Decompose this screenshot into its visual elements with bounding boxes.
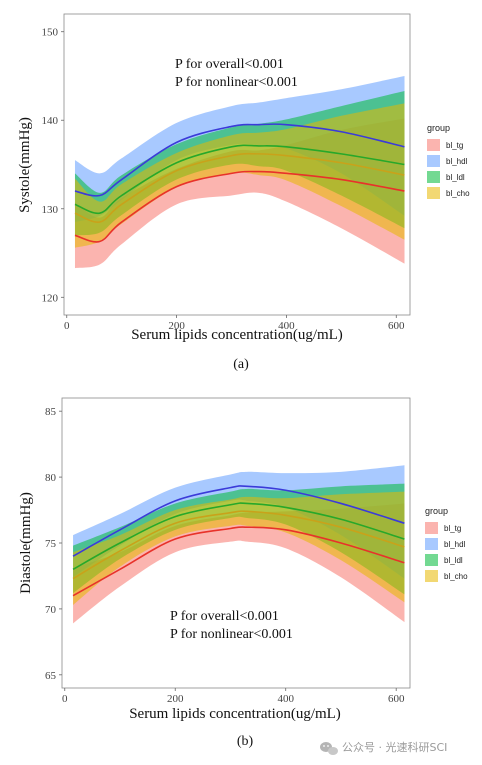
series-line-bl_cho [72,510,405,580]
y-tick-label: 80 [45,472,57,484]
x-tick-label: 600 [388,693,405,705]
diastole-chart-panel: 0 200 400 600 65 70 75 80 85 P for overall<0.00… [18,397,468,749]
legend-swatch-bl_cho [425,570,438,582]
x-tick-label: 400 [278,320,295,332]
y-tick-label: 120 [42,292,59,304]
annotation-overall: P for overall<0.001 [170,609,279,624]
y-tick-label: 65 [45,670,57,682]
series-line-bl_hdl [74,123,405,197]
series-line-bl_tg [72,526,405,597]
x-tick-label: 0 [64,320,70,332]
legend-label-bl_tg: bl_tg [446,141,463,150]
y-tick-label: 140 [42,115,59,127]
legend-label-bl_tg: bl_tg [444,524,461,533]
series-line-bl_hdl [72,485,405,557]
x-tick-label: 200 [167,693,184,705]
legend-swatch-bl_ldl [427,171,440,183]
legend-title: group [425,506,448,516]
x-tick-label: 200 [168,320,185,332]
x-tick-label: 0 [62,693,68,705]
x-axis-label: Serum lipids concentration(ug/mL) [129,706,341,722]
x-tick-label: 400 [277,693,294,705]
legend-swatch-bl_hdl [425,538,438,550]
y-tick-label: 75 [45,538,57,550]
legend-label-bl_cho: bl_cho [446,189,470,198]
panel-label: (b) [237,734,254,749]
legend-label-bl_hdl: bl_hdl [444,540,466,549]
y-axis-label: Systole(mmHg) [17,117,33,213]
y-tick-label: 130 [42,204,59,216]
legend-swatch-bl_hdl [427,155,440,167]
series-line-bl_tg [74,170,405,243]
ci-band-bl_cho [74,103,405,248]
watermark-text: 公众号 · 光速科研SCI [342,740,447,754]
legend: group bl_tg bl_hdl bl_ldl bl_cho [427,123,470,199]
annotation-nonlinear: P for nonlinear<0.001 [170,627,293,642]
legend-swatch-bl_cho [427,187,440,199]
legend-swatch-bl_tg [425,522,438,534]
wechat-icon [320,742,338,755]
panel-label: (a) [233,357,249,372]
y-axis-label: Diastole(mmHg) [18,492,34,594]
legend: group bl_tg bl_hdl bl_ldl bl_cho [425,506,468,582]
y-tick-label: 70 [45,604,57,616]
legend-label-bl_ldl: bl_ldl [446,173,465,182]
series-line-bl_ldl [72,502,405,571]
ci-band-bl_cho [73,491,405,605]
annotation-nonlinear: P for nonlinear<0.001 [175,75,298,90]
legend-label-bl_hdl: bl_hdl [446,157,468,166]
y-tick-label: 85 [45,406,57,418]
legend-swatch-bl_ldl [425,554,438,566]
legend-swatch-bl_tg [427,139,440,151]
y-tick-label: 150 [42,27,59,39]
legend-label-bl_cho: bl_cho [444,572,468,581]
legend-label-bl_ldl: bl_ldl [444,556,463,565]
x-axis-label: Serum lipids concentration(ug/mL) [131,327,343,343]
series-line-bl_cho [74,152,405,223]
series-line-bl_ldl [74,144,405,215]
legend-title: group [427,123,450,133]
systole-chart-panel: 0 200 400 600 120 130 140 150 P for overall<0.… [17,13,470,372]
x-tick-label: 600 [388,320,405,332]
watermark: 公众号 · 光速科研SCI [320,740,447,755]
annotation-overall: P for overall<0.001 [175,57,284,72]
